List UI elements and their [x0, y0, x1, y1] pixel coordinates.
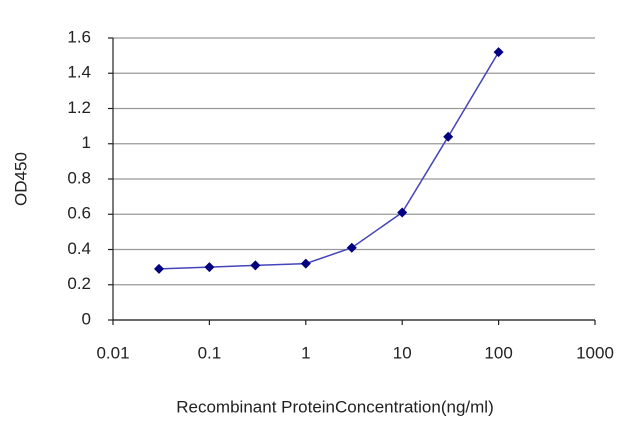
data-line [158, 51, 500, 270]
y-axis-label: OD450 [11, 152, 30, 206]
y-tick-label: 0.4 [67, 239, 91, 258]
data-point [204, 262, 215, 273]
x-axis-label: Recombinant ProteinConcentration(ng/ml) [176, 397, 494, 416]
x-tick-label: 1 [301, 343, 310, 362]
y-tick-label: 0.6 [67, 204, 91, 223]
y-tick-label: 0.8 [67, 168, 91, 187]
x-tick-label: 1000 [576, 343, 614, 362]
y-tick-label: 1.4 [67, 63, 91, 82]
x-tick-label: 0.01 [96, 343, 129, 362]
x-tick-label: 10 [393, 343, 412, 362]
data-point [250, 260, 261, 271]
data-point [443, 131, 454, 142]
x-tick-label: 0.1 [198, 343, 222, 362]
data-point [153, 263, 164, 274]
y-tick-label: 1 [82, 133, 91, 152]
data-point [346, 242, 357, 253]
data-point [493, 47, 504, 58]
data-point [397, 207, 408, 218]
y-tick-label: 0 [82, 309, 91, 328]
data-point [300, 258, 311, 269]
y-tick-label: 0.2 [67, 274, 91, 293]
x-tick-label: 100 [484, 343, 512, 362]
y-tick-label: 1.2 [67, 98, 91, 117]
y-tick-label: 1.6 [67, 27, 91, 46]
